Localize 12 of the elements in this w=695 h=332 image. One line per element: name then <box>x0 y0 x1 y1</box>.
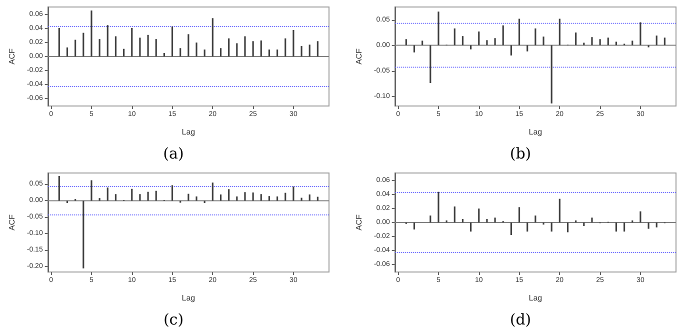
y-axis-title: ACF <box>8 214 16 230</box>
x-axis-title: Lag <box>182 128 196 136</box>
y-axis-title: ACF <box>8 48 16 64</box>
x-axis-title: Lag <box>528 128 542 136</box>
text: (b) <box>510 144 532 162</box>
x-axis-title: Lag <box>182 294 196 302</box>
text: (a) <box>163 144 184 162</box>
text: (c) <box>163 310 184 328</box>
y-axis-title: ACF <box>354 48 364 64</box>
y-axis-title: ACF <box>354 214 364 230</box>
x-axis-title: Lag <box>528 294 542 302</box>
text: (d) <box>510 310 532 328</box>
